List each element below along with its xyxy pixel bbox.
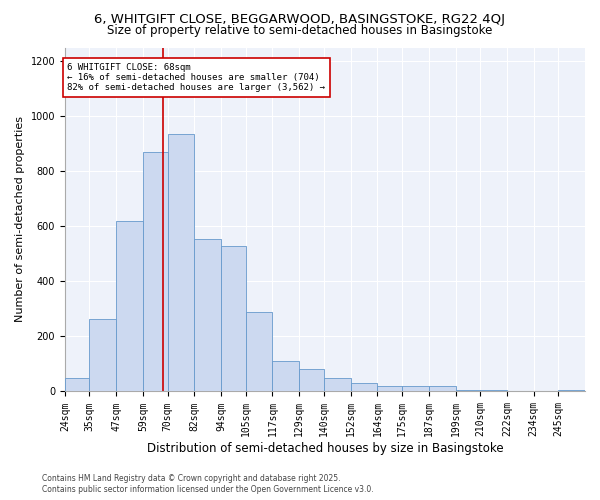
Text: Size of property relative to semi-detached houses in Basingstoke: Size of property relative to semi-detach… [107,24,493,37]
X-axis label: Distribution of semi-detached houses by size in Basingstoke: Distribution of semi-detached houses by … [146,442,503,455]
Bar [455,390,480,392]
Y-axis label: Number of semi-detached properties: Number of semi-detached properties [15,116,25,322]
Bar [272,361,299,392]
Bar [558,390,585,392]
Bar [89,318,116,392]
Bar [167,134,194,392]
Bar [429,386,455,392]
Text: Contains HM Land Registry data © Crown copyright and database right 2025.
Contai: Contains HM Land Registry data © Crown c… [42,474,374,494]
Bar [350,383,377,392]
Bar [221,246,246,392]
Bar [116,221,143,392]
Bar [324,378,350,392]
Text: 6 WHITGIFT CLOSE: 68sqm
← 16% of semi-detached houses are smaller (704)
82% of s: 6 WHITGIFT CLOSE: 68sqm ← 16% of semi-de… [67,62,325,92]
Bar [299,370,324,392]
Bar [402,386,429,392]
Bar [194,238,221,392]
Text: 6, WHITGIFT CLOSE, BEGGARWOOD, BASINGSTOKE, RG22 4QJ: 6, WHITGIFT CLOSE, BEGGARWOOD, BASINGSTO… [95,12,505,26]
Bar [246,312,272,392]
Bar [480,390,507,392]
Bar [65,378,89,392]
Bar [143,152,167,392]
Bar [377,386,402,392]
